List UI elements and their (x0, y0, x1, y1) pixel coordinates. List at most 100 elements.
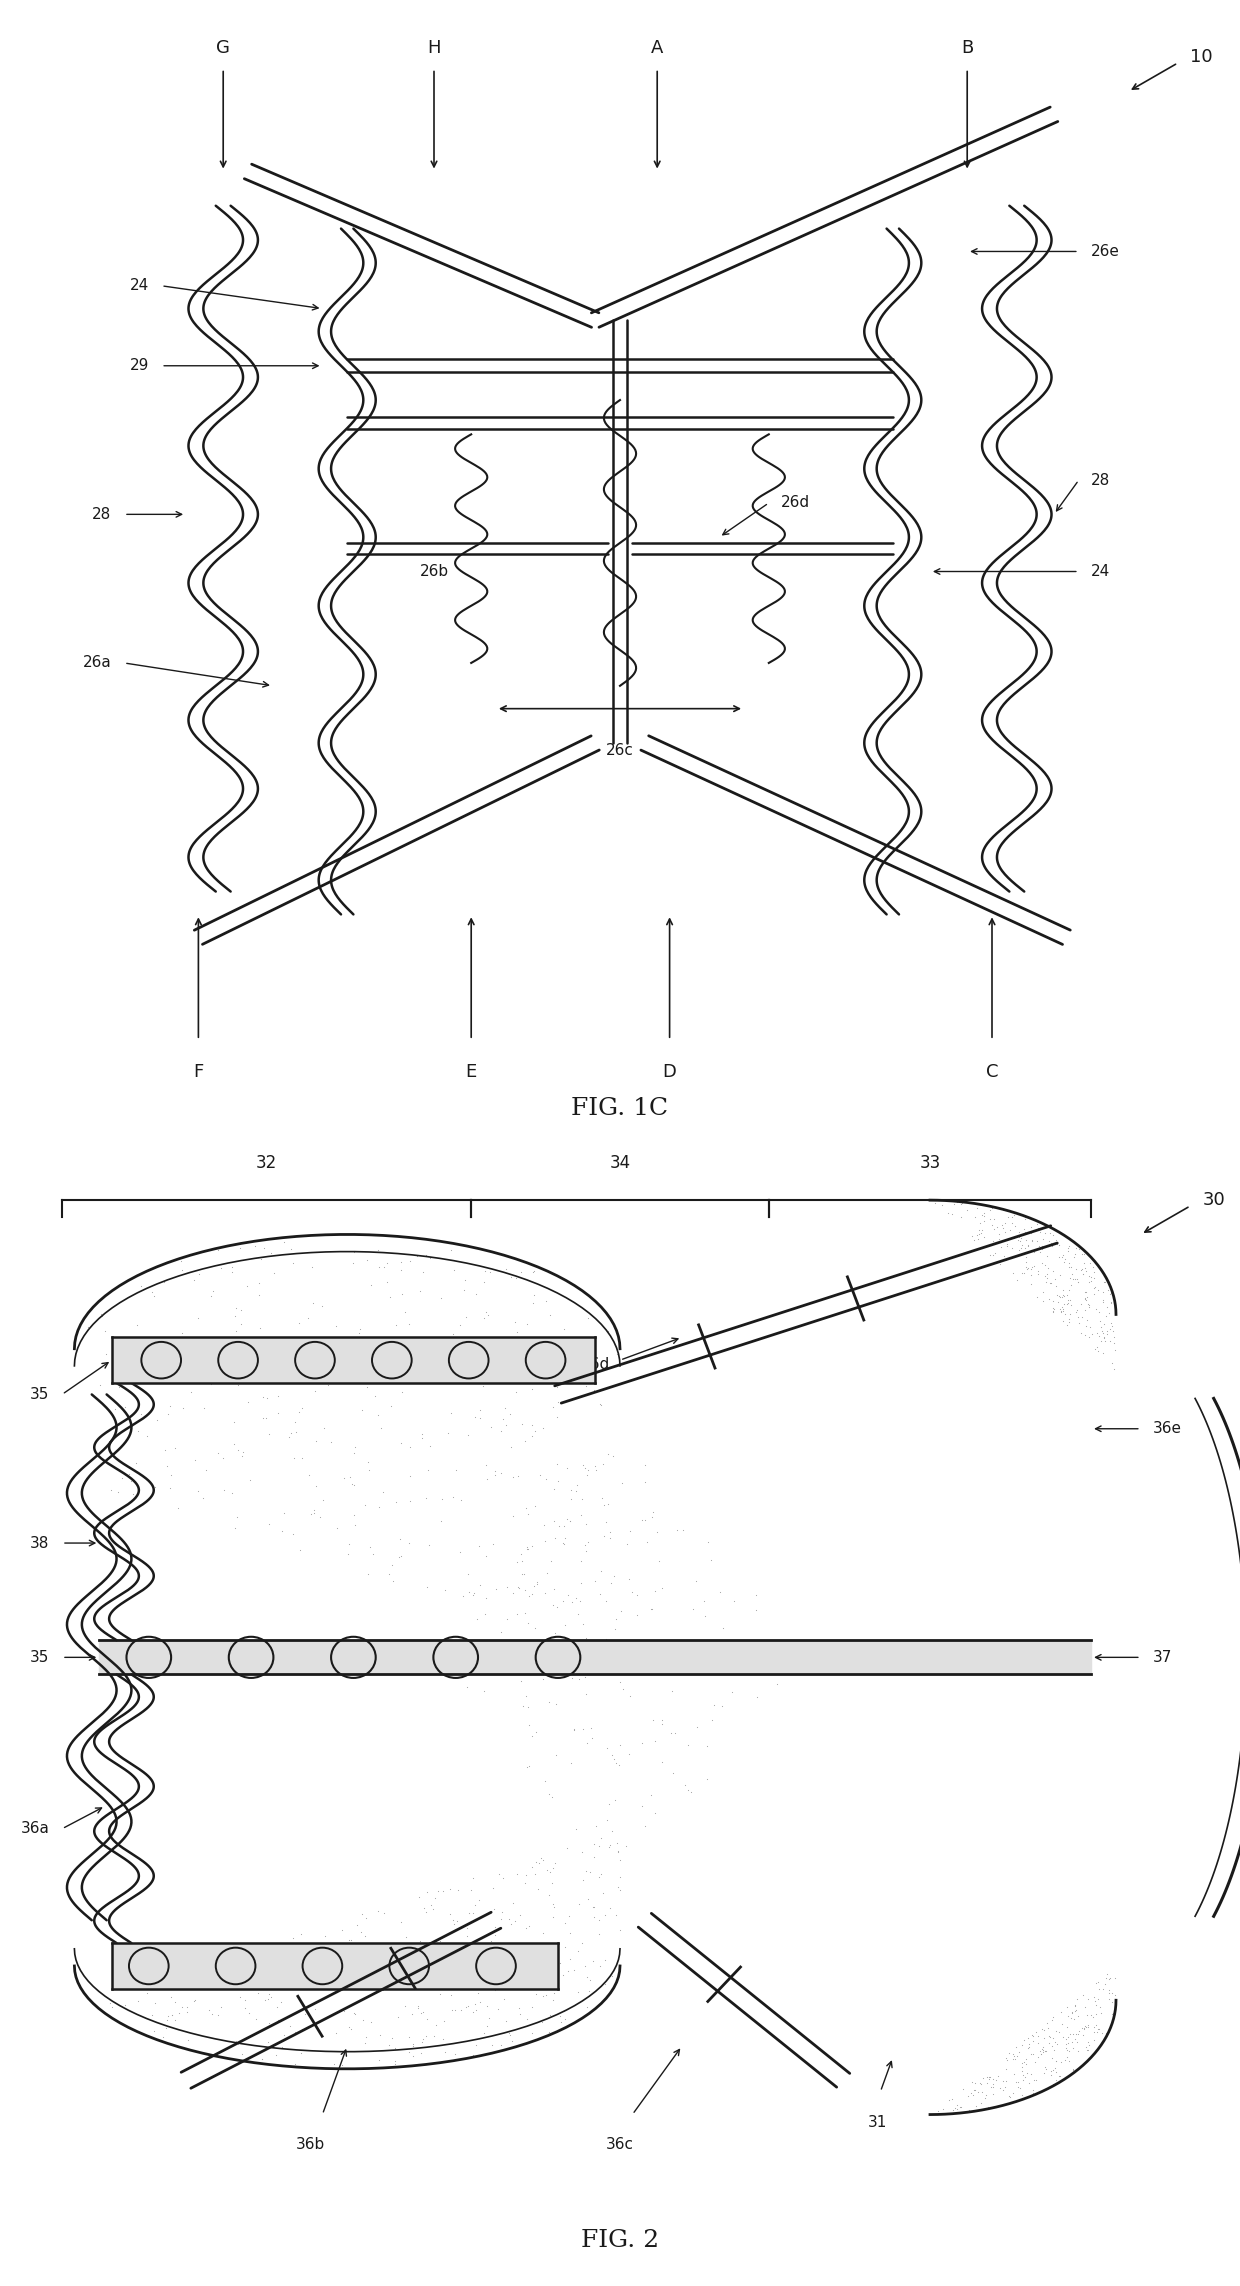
Point (1102, 1984, 1122, 2021)
Point (1004, 2037, 1024, 2073)
Text: G: G (216, 39, 231, 57)
Point (575, 1449, 595, 1486)
Point (559, 2007, 579, 2044)
Point (1092, 1285, 1112, 1321)
Point (226, 1966, 246, 2003)
Point (1053, 1289, 1073, 1326)
Point (1084, 1260, 1104, 1296)
Point (536, 1952, 556, 1989)
Point (1064, 1260, 1084, 1296)
Point (584, 1838, 604, 1875)
Point (510, 1996, 529, 2032)
Point (193, 1479, 213, 1516)
Point (1097, 1957, 1117, 1993)
Point (172, 1314, 192, 1351)
Point (536, 1977, 556, 2014)
Point (1087, 1980, 1107, 2016)
Point (491, 1900, 511, 1936)
Point (1050, 1289, 1070, 1326)
Point (1030, 1214, 1050, 1250)
Point (513, 1687, 533, 1724)
Point (284, 1218, 304, 1255)
Point (450, 1534, 470, 1570)
Point (533, 1843, 553, 1879)
Point (609, 1833, 629, 1870)
Point (1016, 1198, 1035, 1234)
Point (212, 1955, 232, 1991)
Point (1035, 2032, 1055, 2069)
Point (1097, 1312, 1117, 1349)
Point (522, 1989, 542, 2025)
Point (999, 2078, 1019, 2115)
Point (988, 2057, 1008, 2094)
Point (951, 1200, 971, 1237)
Point (997, 1225, 1017, 1262)
Point (373, 1895, 393, 1932)
Point (501, 1907, 521, 1943)
Point (1016, 1223, 1035, 1260)
Point (641, 1776, 661, 1813)
Point (1022, 2016, 1042, 2053)
Point (544, 1520, 564, 1557)
Point (1076, 1308, 1096, 1344)
Point (993, 2071, 1013, 2108)
Point (161, 1977, 181, 2014)
Point (610, 1872, 630, 1909)
Point (608, 1335, 627, 1372)
Point (1016, 1214, 1035, 1250)
Point (968, 2073, 988, 2110)
Point (1019, 2030, 1039, 2067)
Point (1075, 1250, 1095, 1287)
Point (538, 1646, 558, 1682)
Point (972, 2073, 992, 2110)
Point (448, 1902, 467, 1939)
Point (515, 1422, 534, 1458)
Point (551, 1646, 570, 1682)
Point (177, 2021, 197, 2057)
Point (694, 1598, 714, 1634)
Point (326, 2014, 346, 2051)
Point (547, 1399, 567, 1436)
Point (526, 1845, 546, 1881)
Point (1064, 2051, 1084, 2087)
Point (553, 1582, 573, 1618)
Point (314, 1410, 334, 1447)
Point (1012, 1228, 1032, 1264)
Point (678, 1772, 698, 1808)
Point (560, 1744, 580, 1781)
Point (1032, 1230, 1052, 1266)
Point (609, 1747, 629, 1783)
Point (1081, 1260, 1101, 1296)
Point (226, 1298, 246, 1335)
Point (1037, 1255, 1056, 1292)
Point (1061, 1287, 1081, 1324)
Point (104, 1390, 124, 1426)
Point (1092, 1971, 1112, 2007)
Point (962, 2064, 982, 2101)
Point (1008, 2064, 1028, 2101)
Point (460, 1927, 480, 1964)
Point (315, 1340, 335, 1376)
Point (1011, 1218, 1030, 1255)
Point (507, 1543, 527, 1580)
Point (1096, 2014, 1116, 2051)
Point (205, 1324, 224, 1360)
Point (517, 2000, 537, 2037)
Point (715, 1630, 735, 1666)
Point (1040, 1264, 1060, 1301)
Point (185, 1442, 205, 1479)
Point (543, 1982, 563, 2019)
Point (384, 2030, 404, 2067)
Point (408, 1968, 428, 2005)
Point (997, 2041, 1017, 2078)
Point (415, 2016, 435, 2053)
Point (518, 1605, 538, 1641)
Point (242, 1324, 262, 1360)
Point (541, 1543, 560, 1580)
Point (470, 1527, 490, 1564)
Text: A: A (651, 39, 663, 57)
Point (688, 1641, 708, 1678)
Point (284, 1440, 304, 1477)
Point (327, 1939, 347, 1975)
Point (1069, 1298, 1089, 1335)
